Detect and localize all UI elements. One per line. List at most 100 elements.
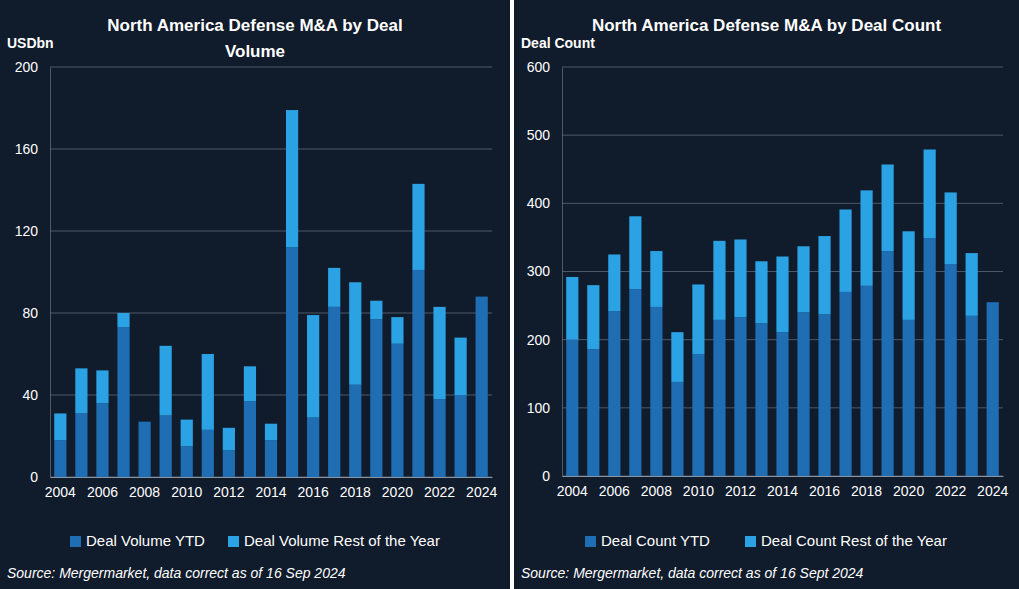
bar-segment	[391, 344, 403, 477]
bar-segment	[54, 440, 66, 477]
bars	[566, 149, 999, 476]
bar-segment	[671, 332, 683, 382]
legend-swatch	[228, 536, 239, 547]
bar-segment	[181, 446, 193, 477]
grid-line	[562, 135, 1003, 136]
y-axis-line	[50, 68, 51, 478]
x-tick-label: 2016	[298, 484, 329, 500]
y-tick: 120	[15, 223, 50, 239]
x-tick-label: 2010	[171, 484, 202, 500]
legend-label: Deal Count YTD	[601, 532, 710, 549]
bar-segment	[629, 216, 641, 289]
bar-segment	[138, 422, 150, 477]
bar-segment	[286, 110, 298, 247]
x-tick: 2014	[767, 476, 798, 499]
bar-segment	[692, 354, 704, 476]
legend-swatch	[585, 536, 596, 547]
x-tick: 2004	[45, 477, 76, 500]
x-axis-line	[51, 477, 493, 478]
bar-segment	[692, 284, 704, 354]
y-tick-label: 0	[542, 468, 550, 484]
bar-segment	[818, 236, 830, 314]
x-tick-label: 2008	[641, 483, 672, 499]
x-tick-label: 2020	[893, 483, 924, 499]
bar-segment	[924, 238, 936, 476]
bar-segment	[608, 254, 620, 311]
x-tick: 2022	[935, 476, 966, 499]
grid-line	[50, 313, 492, 314]
bar-segment	[882, 251, 894, 476]
bar-segment	[328, 307, 340, 477]
x-tick: 2006	[599, 476, 630, 499]
x-tick-label: 2004	[45, 484, 76, 500]
x-tick: 2016	[809, 476, 840, 499]
y-axis: 0 40 80 120 160 200	[15, 59, 51, 485]
bar-segment	[671, 382, 683, 476]
y-tick-label: 120	[15, 223, 39, 239]
grid-line	[562, 203, 1003, 204]
x-tick: 2018	[851, 476, 882, 499]
bar-segment	[223, 428, 235, 451]
bar-segment	[860, 190, 872, 285]
x-tick: 2016	[298, 477, 329, 500]
bar-segment	[629, 289, 641, 476]
bar-segment	[328, 268, 340, 307]
y-tick: 500	[527, 127, 562, 143]
x-tick: 2010	[171, 477, 202, 500]
bar-segment	[181, 420, 193, 447]
bar-segment	[160, 416, 172, 478]
source-note: Source: Mergermarket, data correct as of…	[521, 565, 864, 581]
x-tick-label: 2012	[213, 484, 244, 500]
y-tick: 200	[527, 332, 562, 348]
x-tick-label: 2024	[977, 483, 1008, 499]
x-tick-label: 2006	[87, 484, 118, 500]
x-tick: 2020	[382, 477, 413, 500]
x-tick: 2018	[340, 477, 371, 500]
bar-segment	[202, 354, 214, 430]
x-tick-label: 2006	[599, 483, 630, 499]
y-axis: 0100200300400500600	[527, 59, 563, 484]
bar-segment	[903, 231, 915, 320]
bar-segment	[587, 285, 599, 349]
panel-background	[0, 0, 510, 589]
y-tick: 0	[542, 468, 562, 484]
legend-label: Deal Count Rest of the Year	[761, 532, 947, 549]
y-tick-label: 600	[527, 59, 551, 75]
y-tick: 600	[527, 59, 562, 75]
bar-segment	[945, 192, 957, 264]
y-tick: 80	[22, 305, 50, 321]
bar-segment	[223, 450, 235, 477]
y-tick: 160	[15, 141, 50, 157]
bar-segment	[96, 370, 108, 403]
bar-segment	[566, 277, 578, 340]
bar-segment	[966, 316, 978, 476]
bar-segment	[307, 315, 319, 418]
bar-segment	[945, 264, 957, 476]
bar-segment	[75, 368, 87, 413]
y-tick-label: 0	[30, 469, 38, 485]
x-axis: 2004200620082010201220142016201820202022…	[45, 477, 498, 500]
legend-label: Deal Volume YTD	[86, 532, 205, 549]
x-tick: 2012	[213, 477, 244, 500]
bar-segment	[117, 327, 129, 477]
bar-segment	[160, 346, 172, 416]
bar-segment	[797, 312, 809, 476]
y-tick: 0	[30, 469, 50, 485]
bar-segment	[265, 440, 277, 477]
bar-segment	[391, 317, 403, 344]
x-tick-label: 2018	[851, 483, 882, 499]
bar-segment	[755, 261, 767, 323]
x-tick: 2014	[255, 477, 286, 500]
grid-line	[562, 67, 1003, 68]
bar-segment	[349, 282, 361, 385]
y-tick: 40	[22, 387, 50, 403]
x-tick-label: 2004	[557, 483, 588, 499]
chart-title: North America Defense M&A by DealVolume	[107, 16, 402, 61]
bar-segment	[433, 307, 445, 399]
y-tick: 200	[15, 59, 50, 75]
bar-segment	[476, 297, 488, 477]
legend: Deal Volume YTDDeal Volume Rest of the Y…	[70, 532, 440, 549]
bar-segment	[96, 403, 108, 477]
x-tick-label: 2014	[767, 483, 798, 499]
bar-segment	[966, 253, 978, 316]
